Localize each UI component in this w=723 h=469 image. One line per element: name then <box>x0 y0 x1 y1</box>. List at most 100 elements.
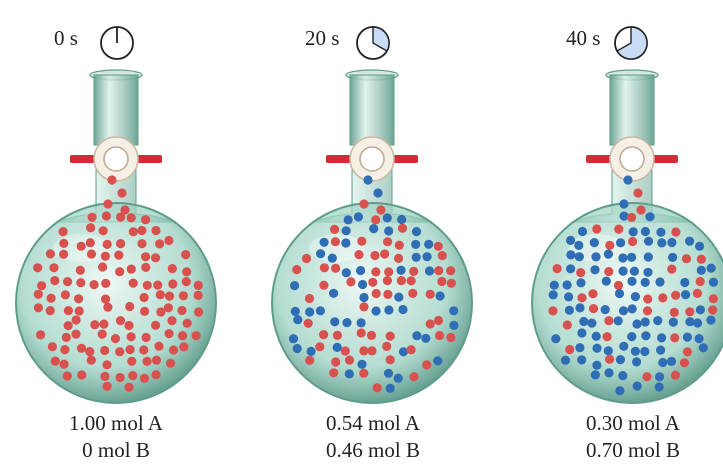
molecule-b <box>591 252 601 262</box>
molecule-a <box>116 239 126 249</box>
molecule-b <box>358 279 368 290</box>
molecule-b <box>667 237 677 248</box>
molecule-a <box>408 288 418 298</box>
molecule-b <box>548 290 558 300</box>
molecule-a <box>151 225 161 236</box>
molecule-b <box>562 280 572 290</box>
molecule-b <box>424 239 434 249</box>
molecule-b <box>356 265 366 276</box>
molecule-a <box>139 292 149 303</box>
molecule-b <box>706 315 716 325</box>
molecule-b <box>330 317 340 327</box>
molecule-b <box>640 346 650 357</box>
molecule-b <box>644 236 654 246</box>
molecule-a <box>141 262 151 272</box>
molecule-b <box>293 315 303 325</box>
molecule-b <box>658 357 668 368</box>
molecule-a <box>628 236 638 247</box>
mol-b-label: 0.70 mol B <box>586 438 680 462</box>
molecule-a <box>406 276 416 286</box>
molecule-a <box>633 188 643 198</box>
molecule-a <box>164 329 174 339</box>
molecules <box>288 175 459 393</box>
molecule-b <box>695 241 705 251</box>
molecule-b <box>619 211 629 221</box>
molecule-b <box>654 382 664 392</box>
molecule-a <box>305 355 315 365</box>
molecule-a <box>383 289 393 299</box>
molecule-a <box>128 227 138 237</box>
molecule-b <box>316 249 326 259</box>
molecule-b <box>566 264 576 274</box>
molecule-a <box>643 294 653 304</box>
molecule-b <box>397 214 407 225</box>
molecule-b <box>575 343 585 353</box>
molecule-a <box>604 316 614 326</box>
molecule-a <box>357 236 367 246</box>
molecule-a <box>359 302 369 312</box>
molecule-b <box>433 356 443 366</box>
molecule-b <box>682 332 693 342</box>
molecule-b <box>342 318 352 328</box>
molecule-a <box>45 249 56 259</box>
molecule-a <box>446 332 456 343</box>
molecule-b <box>344 369 354 379</box>
molecule-b <box>576 278 586 288</box>
molecule-a <box>36 330 46 340</box>
molecule-b <box>632 381 642 391</box>
molecule-b <box>560 355 571 365</box>
flask-1 <box>271 26 473 404</box>
molecule-a <box>642 306 653 316</box>
molecule-b <box>411 239 421 249</box>
molecule-a <box>126 332 136 342</box>
flask-2 <box>531 26 723 404</box>
molecule-b <box>394 292 404 302</box>
molecule-b <box>616 238 626 248</box>
molecule-b <box>343 215 353 225</box>
molecule-a <box>437 251 447 261</box>
molecule-a <box>552 264 562 274</box>
molecule-b <box>614 288 625 299</box>
molecule-a <box>380 249 390 259</box>
molecule-a <box>614 224 624 234</box>
flask-icon <box>531 69 723 404</box>
molecule-b <box>657 238 667 248</box>
clock-icon <box>614 26 648 60</box>
molecule-a <box>179 342 189 352</box>
stopcock-icon <box>70 136 162 182</box>
molecule-a <box>166 358 176 368</box>
molecule-a <box>181 277 191 287</box>
molecule-b <box>640 226 651 237</box>
molecule-b <box>656 227 666 237</box>
molecule-a <box>696 254 707 264</box>
molecule-a <box>667 264 677 274</box>
molecule-a <box>425 289 435 299</box>
molecule-b <box>566 235 576 245</box>
molecule-b <box>574 252 584 262</box>
molecule-b <box>629 266 640 276</box>
molecule-a <box>115 267 125 277</box>
molecule-a <box>695 276 705 287</box>
molecule-b <box>290 306 300 316</box>
molecule-a <box>371 267 381 277</box>
molecule-b <box>384 226 394 236</box>
molecule-b <box>627 304 637 314</box>
molecule-a <box>366 330 377 340</box>
molecule-a <box>435 330 445 341</box>
molecule-a <box>670 333 680 343</box>
molecule-a <box>142 280 152 290</box>
molecule-b <box>640 317 650 327</box>
molecule-a <box>671 290 681 300</box>
molecule-a <box>59 359 69 369</box>
molecule-b <box>623 175 633 185</box>
molecule-a <box>406 345 416 355</box>
molecule-a <box>692 288 703 298</box>
molecule-a <box>425 319 435 329</box>
molecule-b <box>601 276 611 286</box>
molecule-b <box>587 318 597 328</box>
molecule-b <box>357 359 367 369</box>
molecule-a <box>75 265 85 275</box>
molecule-a <box>115 347 125 357</box>
molecule-a <box>191 331 201 341</box>
